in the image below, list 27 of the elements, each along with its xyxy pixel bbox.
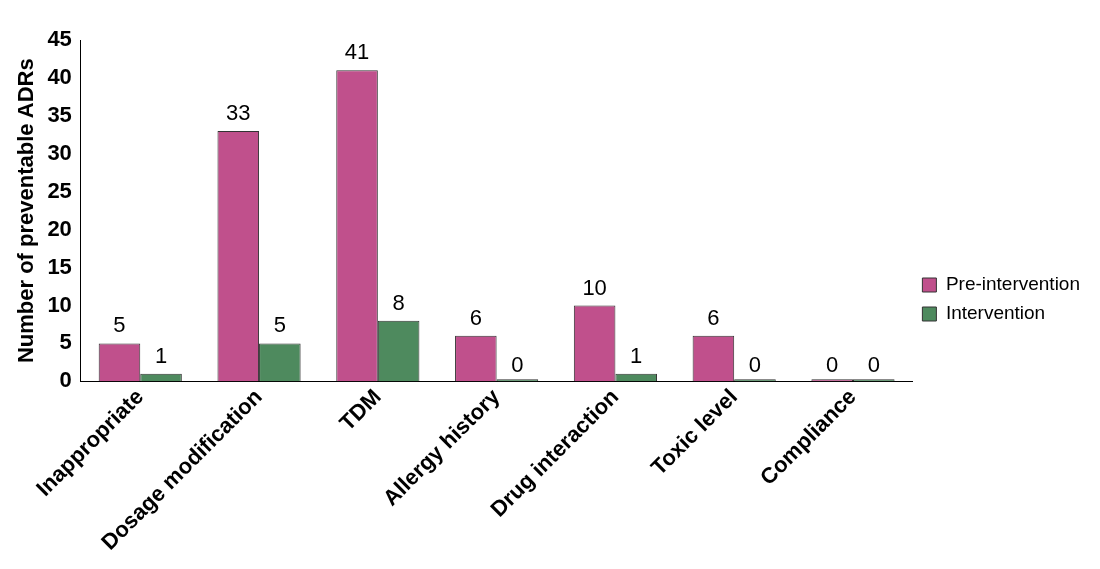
data-label: 5 [273, 312, 286, 338]
data-label: 0 [748, 352, 762, 378]
y-tick-label: 25 [47, 177, 72, 203]
data-label: 5 [113, 312, 126, 338]
y-axis-title: Number of preventable ADRs [13, 58, 39, 364]
data-label: 0 [511, 352, 524, 378]
data-label: 6 [707, 304, 720, 330]
data-label: 10 [582, 274, 607, 300]
data-label: 33 [226, 100, 251, 126]
y-tick-label: 20 [47, 215, 72, 241]
y-tick-label: 35 [47, 101, 72, 127]
data-label: 6 [469, 304, 482, 330]
y-tick-label: 45 [47, 26, 72, 52]
y-tick-label: 15 [47, 253, 72, 279]
data-label: 1 [154, 342, 168, 368]
data-label: 1 [630, 342, 643, 368]
y-tick-label: 10 [47, 291, 72, 317]
y-tick-label: 0 [59, 367, 72, 393]
data-label: 0 [826, 352, 839, 378]
y-tick-label: 5 [59, 329, 72, 355]
data-label: 8 [392, 289, 405, 315]
data-label: 41 [344, 39, 370, 65]
y-tick-label: 40 [47, 63, 72, 89]
data-label: 0 [867, 352, 880, 378]
y-tick-label: 30 [47, 139, 72, 165]
legend-label: Intervention [945, 302, 1046, 324]
legend-label: Pre-intervention [945, 273, 1080, 295]
